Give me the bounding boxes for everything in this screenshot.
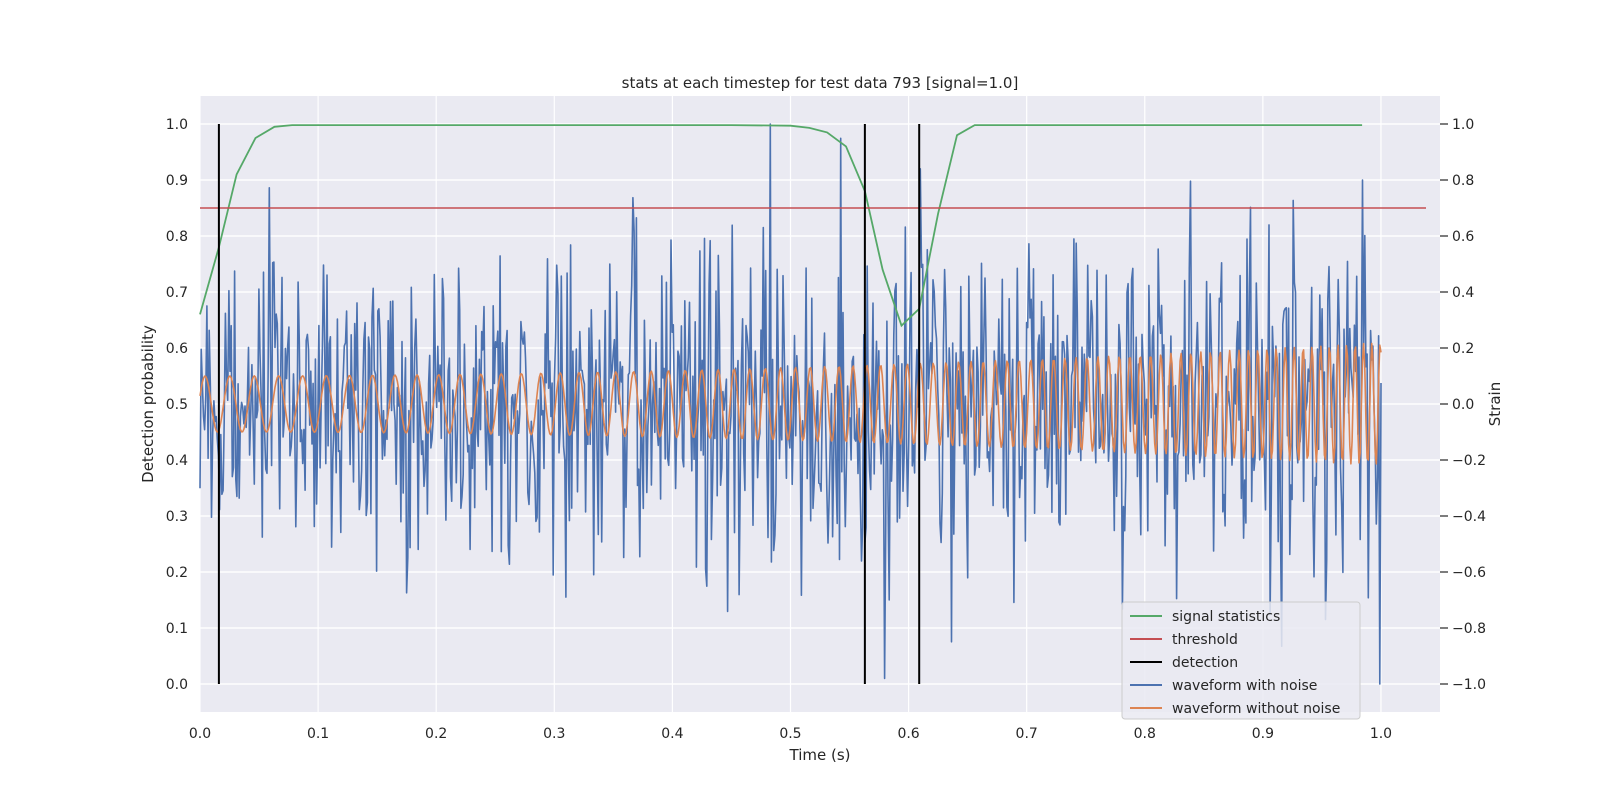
y2-tick-label: 0.2 (1452, 341, 1474, 357)
y-axis-ticks: 0.0 0.1 0.2 0.3 0.4 0.5 0.6 0.7 0.8 0.9 1.0 (166, 117, 188, 693)
waveform-without-noise-line (199, 342, 1382, 465)
x-tick-label: 1.0 (1370, 726, 1392, 742)
legend-label-clean: waveform without noise (1172, 701, 1340, 717)
x-axis-ticks: 0.0 0.1 0.2 0.3 0.4 0.5 0.6 0.7 0.8 0.9 1.0 (189, 726, 1392, 742)
series-waveform-without-noise (199, 342, 1382, 465)
x-tick-label: 0.6 (897, 726, 919, 742)
legend-label-signal: signal statistics (1172, 609, 1280, 625)
legend-frame (1121, 601, 1361, 720)
y-tick-label: 0.5 (166, 397, 188, 413)
series-signal-statistics (199, 124, 1363, 328)
y-tick-label: 1.0 (166, 117, 188, 133)
legend-label-detection: detection (1172, 655, 1238, 671)
y-axis-label: Detection probability (139, 325, 157, 483)
x-tick-label: 0.2 (425, 726, 447, 742)
y-tick-label: 0.1 (166, 621, 188, 637)
y-tick-label: 0.2 (166, 565, 188, 581)
series-detection (217, 124, 921, 684)
y-tick-label: 0.4 (166, 453, 188, 469)
y-tick-label: 0.6 (166, 341, 188, 357)
legend-label-threshold: threshold (1172, 632, 1238, 648)
y2-tick-label: 0.8 (1452, 173, 1474, 189)
x-tick-label: 0.8 (1134, 726, 1156, 742)
legend-label-noisy: waveform with noise (1172, 678, 1317, 694)
y-tick-label: 0.7 (166, 285, 188, 301)
signal-statistics-line (199, 124, 1363, 328)
y2-tick-label: 0.4 (1452, 285, 1474, 301)
y-tick-label: 0.0 (166, 677, 188, 693)
x-tick-label: 0.1 (307, 726, 329, 742)
x-tick-label: 0.3 (543, 726, 565, 742)
x-tick-label: 0.5 (779, 726, 801, 742)
y2-tick-label: −0.2 (1452, 453, 1486, 469)
y2-tick-label: 0.0 (1452, 397, 1474, 413)
y2-tick-label: −0.4 (1452, 509, 1486, 525)
y-tick-label: 0.3 (166, 509, 188, 525)
y-tick-label: 0.9 (166, 173, 188, 189)
y2-tick-label: 1.0 (1452, 117, 1474, 133)
y2-tick-label: −1.0 (1452, 677, 1486, 693)
x-tick-label: 0.4 (661, 726, 683, 742)
x-tick-label: 0.7 (1016, 726, 1038, 742)
x-axis-label: Time (s) (789, 746, 851, 764)
y-tick-label: 0.8 (166, 229, 188, 245)
x-tick-label: 0.9 (1252, 726, 1274, 742)
chart-title: stats at each timestep for test data 793… (622, 74, 1019, 92)
y2-tick-label: 0.6 (1452, 229, 1474, 245)
y2-tick-label: −0.6 (1452, 565, 1486, 581)
legend: signal statistics threshold detection wa… (1121, 601, 1361, 720)
y2-tick-label: −0.8 (1452, 621, 1486, 637)
y2-axis-label: Strain (1486, 382, 1504, 426)
x-tick-label: 0.0 (189, 726, 211, 742)
y2-axis-ticks: −1.0 −0.8 −0.6 −0.4 −0.2 0.0 0.2 0.4 0.6 0.8 1.0 (1440, 117, 1486, 693)
